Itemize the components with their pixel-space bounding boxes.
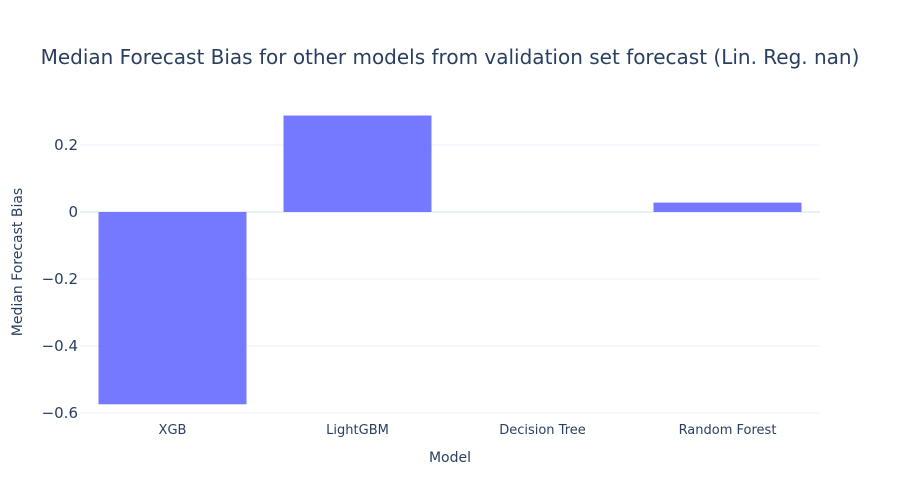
x-axis-title: Model bbox=[429, 450, 471, 466]
y-axis-title: Median Forecast Bias bbox=[10, 188, 26, 336]
x-tick-label: Random Forest bbox=[679, 423, 777, 438]
bars bbox=[98, 115, 802, 405]
y-tick-label: 0.2 bbox=[54, 136, 78, 154]
y-tick-label: −0.6 bbox=[42, 404, 78, 422]
x-tick-label: XGB bbox=[159, 423, 187, 438]
bar-xgb[interactable] bbox=[98, 212, 247, 405]
chart-title: Median Forecast Bias for other models fr… bbox=[41, 45, 860, 69]
bar-random-forest[interactable] bbox=[653, 202, 802, 212]
y-tick-label: −0.2 bbox=[42, 270, 78, 288]
x-axis-ticks: XGB LightGBM Decision Tree Random Forest bbox=[159, 423, 777, 438]
x-tick-label: LightGBM bbox=[326, 423, 389, 438]
y-tick-label: −0.4 bbox=[42, 337, 78, 355]
bar-lightgbm[interactable] bbox=[283, 115, 432, 212]
x-tick-label: Decision Tree bbox=[499, 423, 586, 438]
y-tick-label: 0 bbox=[68, 203, 78, 221]
y-axis-ticks: 0.2 0 −0.2 −0.4 −0.6 bbox=[42, 136, 78, 422]
